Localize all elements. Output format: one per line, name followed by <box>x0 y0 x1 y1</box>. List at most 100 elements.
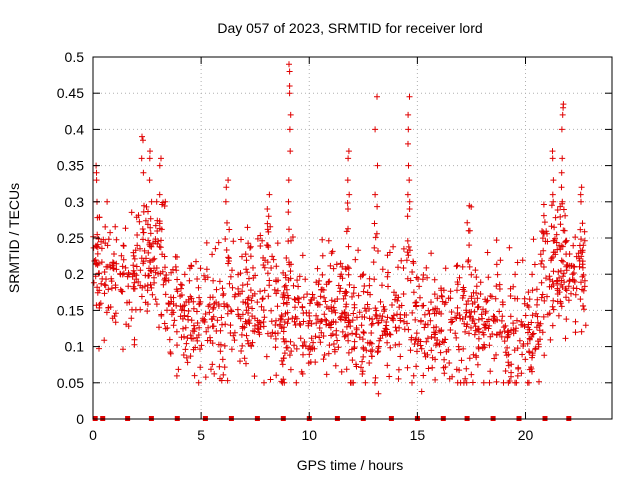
data-point <box>465 298 472 304</box>
data-point <box>165 300 172 307</box>
data-point <box>337 273 344 280</box>
data-point <box>440 364 447 371</box>
data-point <box>375 390 382 397</box>
data-point <box>405 162 412 169</box>
data-point <box>287 366 294 373</box>
data-point <box>273 263 280 270</box>
data-point <box>468 271 475 278</box>
data-point <box>104 198 111 205</box>
data-point <box>447 288 454 295</box>
data-point <box>570 242 577 249</box>
y-tick-label: 0.1 <box>65 339 85 355</box>
data-point <box>446 360 453 366</box>
data-point <box>189 327 196 334</box>
data-point <box>226 280 233 287</box>
data-point <box>120 346 126 353</box>
data-point <box>558 184 565 191</box>
data-point <box>92 257 99 263</box>
data-point <box>200 317 207 324</box>
data-point <box>358 364 364 371</box>
data-point <box>462 328 469 335</box>
data-point <box>404 364 411 371</box>
data-point <box>280 269 287 276</box>
data-point <box>475 345 482 352</box>
data-point <box>550 297 557 304</box>
data-point <box>283 299 290 306</box>
data-point <box>216 278 223 285</box>
data-point <box>350 310 357 317</box>
data-point <box>297 335 304 342</box>
data-point <box>97 300 104 307</box>
data-point <box>382 331 389 338</box>
x-tick-label: 5 <box>197 427 205 443</box>
data-point <box>142 217 149 224</box>
data-point <box>264 220 271 227</box>
data-point <box>572 318 579 325</box>
data-point <box>112 223 119 230</box>
data-point <box>546 310 553 317</box>
data-point <box>426 310 433 317</box>
data-point <box>578 236 584 243</box>
data-point <box>183 354 190 361</box>
data-point <box>563 262 570 268</box>
data-point <box>201 272 207 279</box>
data-point <box>431 329 437 336</box>
data-point <box>356 334 363 341</box>
data-point <box>582 322 589 329</box>
y-tick-label: 0.45 <box>57 85 84 101</box>
data-point <box>465 227 472 234</box>
data-point <box>559 284 566 290</box>
data-point <box>546 283 553 290</box>
data-point <box>237 315 244 322</box>
data-point <box>95 270 102 277</box>
data-point <box>345 337 352 344</box>
data-point <box>492 295 499 302</box>
data-point <box>579 286 586 293</box>
data-point <box>159 251 166 258</box>
data-point <box>422 321 429 328</box>
data-point <box>181 312 188 319</box>
data-point <box>539 329 546 336</box>
data-point <box>454 262 461 269</box>
data-point <box>550 268 557 275</box>
data-point <box>463 365 470 372</box>
data-point <box>473 354 480 361</box>
data-point <box>257 288 264 295</box>
data-point <box>511 347 518 354</box>
data-point <box>373 315 380 322</box>
data-point <box>406 93 413 100</box>
data-point <box>478 311 485 318</box>
data-point <box>538 260 544 267</box>
data-point <box>465 258 471 265</box>
data-point <box>526 348 532 355</box>
data-point <box>577 191 584 198</box>
data-point <box>190 322 197 329</box>
data-point <box>505 362 512 369</box>
data-point <box>359 358 366 365</box>
data-point <box>524 379 531 386</box>
data-point <box>260 262 267 268</box>
data-point <box>190 305 197 312</box>
data-point <box>413 274 420 281</box>
data-point <box>273 278 280 285</box>
data-point <box>496 281 503 288</box>
data-point <box>328 297 335 304</box>
data-point <box>534 301 540 308</box>
data-point <box>266 191 273 198</box>
data-point <box>476 328 482 335</box>
data-point <box>94 284 101 291</box>
data-point <box>570 270 577 276</box>
data-point <box>222 236 229 242</box>
data-point <box>257 232 264 239</box>
data-point <box>187 293 194 300</box>
data-point <box>459 316 466 322</box>
data-point <box>325 279 332 286</box>
data-point <box>162 278 169 284</box>
data-point <box>449 318 456 325</box>
data-point <box>273 290 280 297</box>
data-point <box>105 286 112 293</box>
data-point <box>259 237 266 244</box>
data-point <box>246 275 252 282</box>
data-point <box>245 340 252 347</box>
data-point <box>531 261 538 268</box>
